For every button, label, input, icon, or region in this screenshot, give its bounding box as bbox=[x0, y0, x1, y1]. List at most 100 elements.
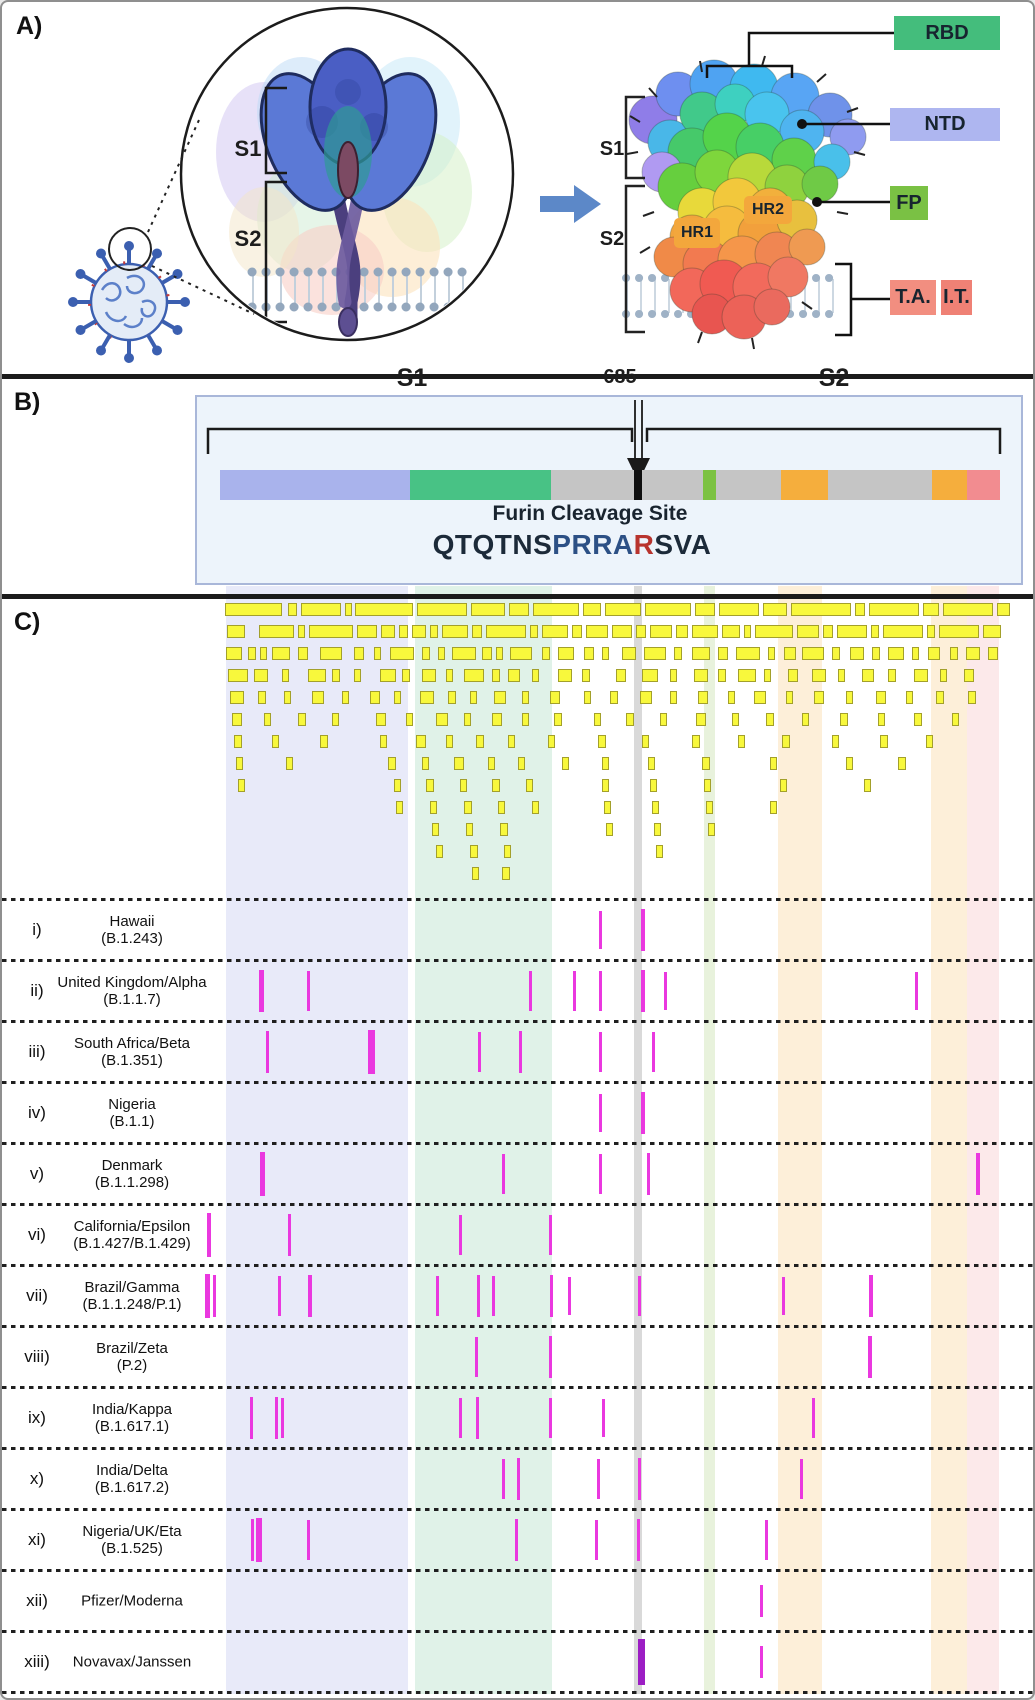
s2-region-label: S2 bbox=[818, 364, 850, 392]
mutation-box bbox=[923, 603, 939, 616]
variant-name: Novavax/Janssen bbox=[72, 1653, 192, 1670]
mutation-box bbox=[272, 647, 290, 660]
variant-numeral: iii) bbox=[28, 1041, 46, 1061]
mutation-box bbox=[802, 647, 824, 660]
s1-label-cartoon: S1 bbox=[234, 136, 262, 161]
mutation-box bbox=[470, 691, 477, 704]
mutation-box bbox=[471, 603, 505, 616]
mutation-box bbox=[871, 625, 879, 638]
row-separator bbox=[2, 1081, 1033, 1084]
panel-a-label: A) bbox=[16, 12, 43, 40]
row-separator bbox=[2, 1386, 1033, 1389]
mutation-tick bbox=[288, 1213, 291, 1256]
mutation-box bbox=[236, 757, 243, 770]
mutation-box bbox=[876, 691, 886, 704]
variant-label: Nigeria (B.1.1) bbox=[28, 1096, 236, 1130]
s1-s2-brackets-left bbox=[264, 86, 287, 324]
variant-name: Nigeria/UK/Eta bbox=[82, 1522, 182, 1540]
mutation-tick bbox=[256, 1517, 262, 1562]
hr2-label: HR2 bbox=[744, 196, 792, 224]
variant-numeral: i) bbox=[32, 919, 42, 939]
mutation-box bbox=[226, 647, 242, 660]
mutation-box bbox=[320, 735, 328, 748]
variant-label: California/Epsilon (B.1.427/B.1.429) bbox=[28, 1218, 236, 1252]
mutation-tick bbox=[599, 910, 602, 949]
mutation-box bbox=[754, 691, 766, 704]
mutation-box bbox=[602, 779, 609, 792]
mutation-box bbox=[850, 647, 864, 660]
mutation-tick bbox=[492, 1275, 495, 1316]
mutation-box bbox=[464, 713, 471, 726]
mutation-tick bbox=[599, 1093, 602, 1132]
variant-lineage: (B.1.427/B.1.429) bbox=[73, 1234, 191, 1252]
mutation-box bbox=[645, 603, 691, 616]
domain-segment-HR1 bbox=[781, 470, 828, 500]
mutation-box bbox=[586, 625, 608, 638]
domain-segment-RBD bbox=[410, 470, 551, 500]
mutation-box bbox=[744, 625, 751, 638]
mutation-box bbox=[784, 647, 796, 660]
variant-name: India/Delta bbox=[96, 1461, 168, 1479]
mutation-tick bbox=[638, 1275, 641, 1316]
mutation-box bbox=[670, 669, 677, 682]
row-separator bbox=[2, 1020, 1033, 1023]
mutation-tick bbox=[765, 1519, 768, 1560]
mutation-tick bbox=[275, 1396, 278, 1439]
mutation-box bbox=[284, 691, 291, 704]
variant-lineage: (P.2) bbox=[116, 1356, 148, 1374]
domain-segment-NTD bbox=[220, 470, 410, 500]
mutation-box bbox=[832, 647, 840, 660]
fp-legend-box: FP bbox=[890, 186, 928, 220]
mutation-tick bbox=[573, 970, 576, 1011]
panel-b-label: B) bbox=[14, 388, 41, 416]
mutation-box bbox=[696, 713, 706, 726]
mutation-box bbox=[438, 647, 445, 660]
mutation-box bbox=[496, 647, 503, 660]
variant-label: Denmark (B.1.1.298) bbox=[28, 1157, 236, 1191]
mutation-tick bbox=[602, 1398, 605, 1437]
it-legend-box: I.T. bbox=[941, 280, 972, 315]
mutation-box bbox=[626, 713, 634, 726]
mutation-box bbox=[832, 735, 839, 748]
mutation-box bbox=[452, 647, 476, 660]
variant-row: xii) Pfizer/Moderna bbox=[2, 1570, 1033, 1631]
mutation-box bbox=[736, 647, 760, 660]
mutation-box bbox=[399, 625, 408, 638]
mutation-box bbox=[582, 669, 590, 682]
mutation-box bbox=[738, 735, 745, 748]
mutation-box bbox=[476, 735, 484, 748]
mutation-box bbox=[997, 603, 1010, 616]
mutation-box bbox=[380, 669, 396, 682]
variant-label: Novavax/Janssen bbox=[28, 1653, 236, 1670]
mutation-box bbox=[357, 625, 377, 638]
mutation-box bbox=[422, 669, 436, 682]
mutation-box bbox=[301, 603, 341, 616]
variant-label: Hawaii (B.1.243) bbox=[28, 913, 236, 947]
mutation-box bbox=[823, 625, 833, 638]
mutation-box bbox=[406, 713, 413, 726]
mutation-box bbox=[708, 823, 715, 836]
mutation-box bbox=[298, 713, 306, 726]
mutation-tick bbox=[638, 1638, 645, 1685]
mutation-box bbox=[719, 603, 759, 616]
variant-numeral: xiii) bbox=[24, 1651, 50, 1671]
mutation-box bbox=[612, 625, 632, 638]
mutation-tick bbox=[307, 970, 310, 1011]
mutation-box bbox=[926, 735, 933, 748]
mutation-box bbox=[500, 823, 508, 836]
mutation-box bbox=[417, 603, 467, 616]
mutation-tick bbox=[250, 1396, 253, 1439]
domain-band bbox=[634, 586, 642, 1694]
mutation-box bbox=[288, 603, 297, 616]
mutation-box bbox=[422, 757, 429, 770]
variant-lineage: (B.1.243) bbox=[101, 929, 163, 947]
mutation-box bbox=[530, 625, 538, 638]
mutation-tick bbox=[207, 1212, 211, 1257]
mutation-box bbox=[878, 713, 885, 726]
ntd-legend-box: NTD bbox=[890, 108, 1000, 141]
mutation-box bbox=[780, 779, 787, 792]
mutation-box bbox=[898, 757, 906, 770]
mutation-tick bbox=[652, 1031, 655, 1072]
mutation-tick bbox=[476, 1396, 479, 1439]
